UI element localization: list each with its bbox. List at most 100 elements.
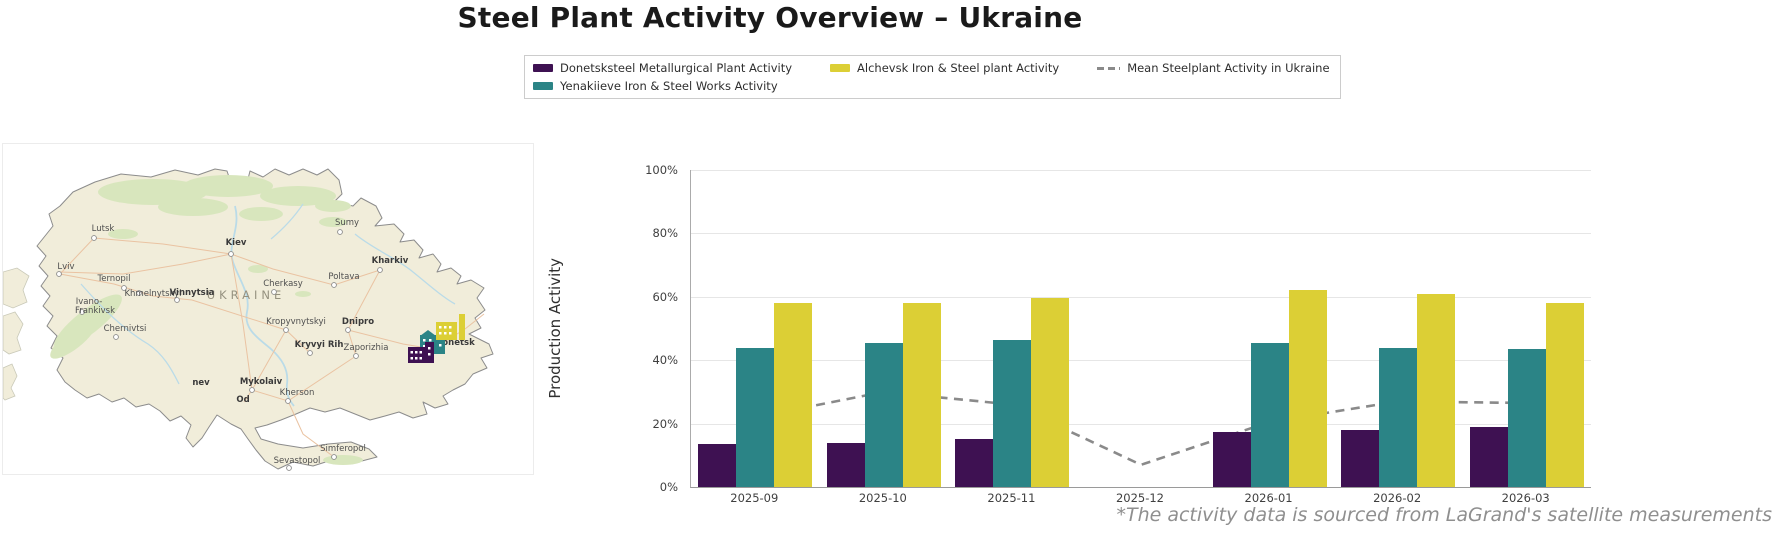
x-tick-label: 2025-10	[858, 491, 907, 505]
bar	[1417, 293, 1456, 487]
y-tick-label: 80%	[652, 226, 678, 241]
bar	[1250, 342, 1289, 487]
city-dot	[285, 398, 291, 404]
gridline	[691, 296, 1591, 298]
bar-chart-plot-area	[690, 170, 1591, 488]
bar	[864, 342, 903, 487]
forest-areas	[50, 175, 363, 465]
bar	[736, 347, 775, 487]
x-tick-label: 2025-11	[987, 491, 1036, 505]
legend-label: Mean Steelplant Activity in Ukraine	[1127, 61, 1330, 75]
partial-city-label: Od	[236, 395, 249, 405]
y-axis-ticks: 0% 20% 40% 60% 80% 100%	[634, 163, 684, 494]
city-label: Kiev	[226, 238, 247, 248]
bar	[993, 339, 1032, 487]
city-label: Kherson	[280, 388, 315, 398]
alchevsk-plant-marker	[436, 314, 465, 340]
bar	[1507, 349, 1546, 487]
bar-group-2026-02	[1334, 170, 1463, 487]
x-tick-label: 2025-12	[1115, 491, 1165, 505]
city-label-donetsk: Donetsk	[435, 338, 475, 348]
legend-color-swatch	[533, 82, 553, 90]
city-dot	[121, 285, 127, 291]
bar	[1031, 298, 1070, 487]
city-dot	[331, 282, 337, 288]
partial-city-label: nev	[192, 378, 210, 388]
legend-item: Donetsksteel Metallurgical Plant Activit…	[533, 61, 792, 75]
city-dot	[113, 334, 119, 340]
city-label: Dnipro	[342, 317, 374, 327]
city-label: Kropyvnytskyi	[266, 317, 326, 327]
city-labels: Lutsk Kiev Lviv Ternopil KhmelnytskyiVinnyts…	[56, 218, 409, 471]
city-label: Chernivtsi	[104, 324, 147, 334]
city-dot	[91, 235, 97, 241]
y-tick-label: 100%	[645, 163, 678, 177]
city-dot	[136, 290, 142, 296]
bar	[1212, 431, 1251, 487]
y-tick-label: 0%	[659, 480, 678, 494]
legend-label: Alchevsk Iron & Steel plant Activity	[857, 61, 1060, 75]
ukraine-map: UKRAINE Lutsk Kiev Lviv Ternopil Khmelnytsky…	[2, 143, 534, 475]
y-axis-title: Production Activity	[546, 258, 564, 399]
city-label: Vinnytsia	[170, 288, 215, 298]
x-tick-label: 2025-09	[730, 491, 779, 505]
legend-label: Donetsksteel Metallurgical Plant Activit…	[560, 61, 793, 75]
gridline	[691, 170, 1591, 171]
neighbor-land-fragments	[2, 267, 30, 401]
bar-group-2025-09	[691, 170, 820, 487]
legend-item: Yenakiieve Iron & Steel Works Activity	[533, 79, 792, 93]
city-dot	[307, 350, 313, 356]
city-dot	[353, 353, 359, 359]
legend-item: Mean Steelplant Activity in Ukraine	[1097, 61, 1330, 75]
bar	[1545, 303, 1584, 487]
city-label: Poltava	[328, 272, 359, 282]
city-label: Kryvyi Rih	[295, 340, 344, 350]
city-label: Mykolaiv	[240, 377, 283, 387]
city-label: Simferopol	[320, 444, 366, 454]
city-dot	[228, 251, 234, 257]
bar-group-2025-11	[948, 170, 1077, 487]
legend-color-swatch	[533, 64, 553, 72]
city-label: Kharkiv	[372, 256, 409, 266]
x-axis-ticks: 2025-09 2025-10 2025-11 2025-12 2026-01 2026-…	[690, 491, 1590, 507]
city-dot	[377, 267, 383, 273]
bar	[955, 439, 994, 487]
bar-group-2026-03	[1462, 170, 1591, 487]
y-tick-label: 60%	[652, 289, 678, 304]
city-label: Cherkasy	[263, 279, 303, 289]
y-tick-label: 40%	[652, 353, 678, 368]
donetsksteel-plant-marker	[408, 342, 434, 363]
bar	[1379, 347, 1418, 487]
bar	[1341, 429, 1380, 487]
city-dot	[345, 327, 351, 333]
city-dot	[249, 387, 255, 393]
gridline	[691, 233, 1591, 235]
city-dot	[331, 454, 337, 460]
source-footnote: *The activity data is sourced from LaGra…	[1116, 504, 1772, 526]
bar	[774, 303, 813, 487]
city-dot	[174, 297, 180, 303]
bar	[1288, 290, 1327, 487]
country-label: UKRAINE	[207, 288, 286, 302]
bar	[826, 442, 865, 487]
legend-label: Yenakiieve Iron & Steel Works Activity	[560, 79, 778, 93]
legend-item: Alchevsk Iron & Steel plant Activity	[830, 61, 1059, 75]
city-dot	[337, 229, 343, 235]
bar	[902, 303, 941, 487]
city-dot	[56, 271, 62, 277]
city-label: Ternopil	[96, 274, 130, 284]
city-dot	[271, 289, 277, 295]
city-label: Zaporizhia	[344, 343, 389, 353]
x-tick-label: 2026-03	[1501, 491, 1550, 505]
city-label: Ivano-	[76, 297, 103, 307]
chart-legend: Donetsksteel Metallurgical Plant Activit…	[524, 55, 1341, 99]
x-tick-label: 2026-01	[1244, 491, 1293, 505]
city-label: Sumy	[335, 218, 359, 228]
bar-group-2025-12	[1077, 170, 1206, 487]
page-title: Steel Plant Activity Overview – Ukraine	[457, 1, 1083, 34]
bar-group-2025-10	[820, 170, 949, 487]
city-label: Sevastopol	[274, 456, 321, 466]
city-label: Frankivsk	[75, 306, 115, 316]
x-tick-label: 2026-02	[1373, 491, 1422, 505]
city-dot	[286, 465, 292, 471]
